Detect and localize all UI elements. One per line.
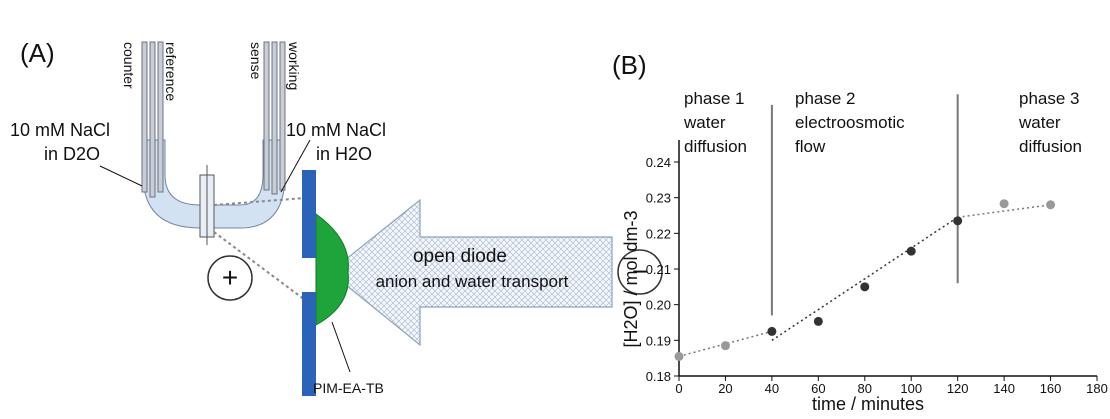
point <box>953 216 963 226</box>
electrode-label: working <box>286 41 302 90</box>
y-tick-label: 0.24 <box>646 155 671 170</box>
membrane-film <box>315 213 349 326</box>
pointer <box>331 321 351 373</box>
transport-arrow <box>329 198 613 347</box>
solution-label: in D2O <box>44 144 100 164</box>
x-tick-label: 0 <box>675 381 682 396</box>
arrow-text: anion and water transport <box>376 272 569 291</box>
arrow-text: open diode <box>413 246 507 267</box>
y-tick-label: 0.20 <box>646 298 671 313</box>
pointer <box>280 139 311 193</box>
fit-line <box>771 216 959 341</box>
point <box>674 351 684 361</box>
point <box>767 326 777 336</box>
solution-label: in H2O <box>316 144 372 164</box>
point <box>999 199 1009 209</box>
x-tick-label: 160 <box>1040 381 1062 396</box>
x-axis-label: time / minutes <box>812 394 924 414</box>
x-tick-label: 180 <box>1086 381 1108 396</box>
electrode-label: reference <box>163 42 179 101</box>
x-tick-label: 80 <box>858 381 872 396</box>
y-tick-label: 0.19 <box>646 333 671 348</box>
fit-line <box>957 204 1051 219</box>
support <box>302 292 316 396</box>
phase-label: phase 1 <box>684 89 745 108</box>
phase-label: phase 3 <box>1019 89 1080 108</box>
y-tick-label: 0.22 <box>646 226 671 241</box>
x-tick-label: 40 <box>765 381 779 396</box>
point <box>860 282 870 292</box>
chart: 0 20 40 60 80 100 120 140 160 180 0.18 0.19 0.20 0.21… <box>621 89 1108 414</box>
minus-terminal <box>617 249 663 295</box>
point <box>813 316 823 326</box>
solution-label: 10 mM NaCl <box>10 120 110 140</box>
support <box>302 170 316 258</box>
x-tick-label: 120 <box>947 381 969 396</box>
x-tick-label: 100 <box>900 381 922 396</box>
x-tick-label: 140 <box>993 381 1015 396</box>
phase-label: flow <box>795 137 826 156</box>
y-tick-label: 0.21 <box>646 262 671 277</box>
x-tick-label: 60 <box>811 381 825 396</box>
point <box>906 246 916 256</box>
terminal-sign: − <box>632 256 648 287</box>
x-tick-label: 20 <box>718 381 732 396</box>
point <box>720 341 730 351</box>
solution-label: 10 mM NaCl <box>286 120 386 140</box>
plus-terminal <box>207 255 253 301</box>
y-axis-label: [H2O] / mol dm-3 <box>621 210 641 347</box>
panel-label: (B) <box>612 50 647 80</box>
electrode-label: sense <box>248 42 264 80</box>
phase-label: water <box>683 113 726 132</box>
panel-label: (A) <box>20 38 55 68</box>
phase-label: diffusion <box>684 137 747 156</box>
pointer <box>99 165 143 187</box>
guide <box>213 231 306 301</box>
electrodes <box>141 41 286 198</box>
y-tick-label: 0.18 <box>646 369 671 384</box>
phase-label: electroosmotic <box>795 113 905 132</box>
phase-label: phase 2 <box>795 89 856 108</box>
fit-line <box>678 330 773 358</box>
membrane-label: PIM-EA-TB <box>313 380 384 396</box>
phase-label: water <box>1018 113 1061 132</box>
point <box>1046 200 1056 210</box>
electrode-label: counter <box>121 42 137 89</box>
terminal-sign: + <box>222 262 238 293</box>
y-tick-label: 0.23 <box>646 191 671 206</box>
phase-label: diffusion <box>1019 137 1082 156</box>
